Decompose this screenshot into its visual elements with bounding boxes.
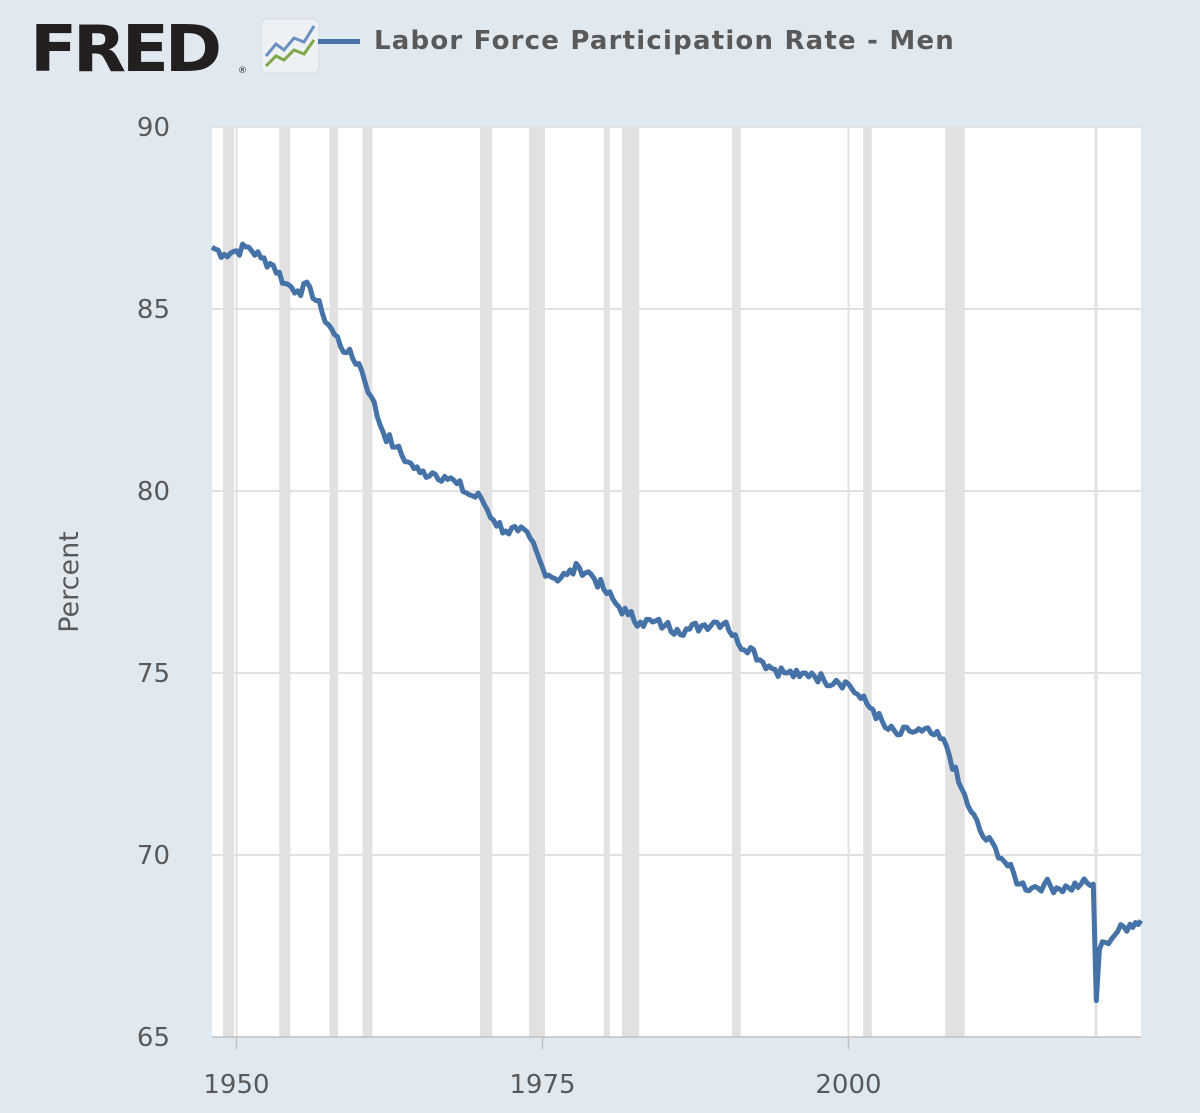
- recession-band: [362, 127, 373, 1037]
- recession-band: [603, 127, 610, 1037]
- y-tick-label: 85: [137, 295, 170, 325]
- y-tick-label: 90: [137, 113, 170, 143]
- recession-band: [622, 127, 640, 1037]
- legend-swatch: [318, 38, 360, 44]
- plot-area: [212, 127, 1141, 1037]
- y-tick-label: 65: [137, 1023, 170, 1053]
- recession-band: [329, 127, 339, 1037]
- recession-band: [279, 127, 291, 1037]
- x-tick-label: 2000: [815, 1070, 881, 1100]
- y-axis-ticks: 65 70 75 80 85 90: [137, 113, 170, 1053]
- y-tick-label: 80: [137, 477, 170, 507]
- x-tick-label: 1950: [203, 1070, 269, 1100]
- recession-band: [945, 127, 965, 1037]
- y-axis-label: Percent: [54, 531, 85, 633]
- recession-band: [223, 127, 235, 1037]
- recession-shading: [223, 127, 1098, 1037]
- recession-band: [863, 127, 872, 1037]
- fred-logo[interactable]: FRED: [30, 13, 222, 87]
- recession-band: [732, 127, 741, 1037]
- x-axis-ticks: 1950 1975 2000: [203, 1037, 882, 1100]
- y-tick-label: 70: [137, 841, 170, 871]
- recession-band: [480, 127, 493, 1037]
- x-tick-label: 1975: [509, 1070, 575, 1100]
- graph-icon: [260, 18, 320, 74]
- gridlines: [212, 126, 1141, 1037]
- y-tick-label: 75: [137, 659, 170, 689]
- chart-legend[interactable]: Labor Force Participation Rate - Men: [318, 26, 955, 56]
- recession-band: [1094, 127, 1098, 1037]
- registered-mark: ®: [238, 66, 247, 76]
- recession-band: [529, 127, 545, 1037]
- series-layer: [210, 241, 1144, 1004]
- series-line[interactable]: [210, 241, 1144, 1004]
- legend-label: Labor Force Participation Rate - Men: [374, 26, 955, 56]
